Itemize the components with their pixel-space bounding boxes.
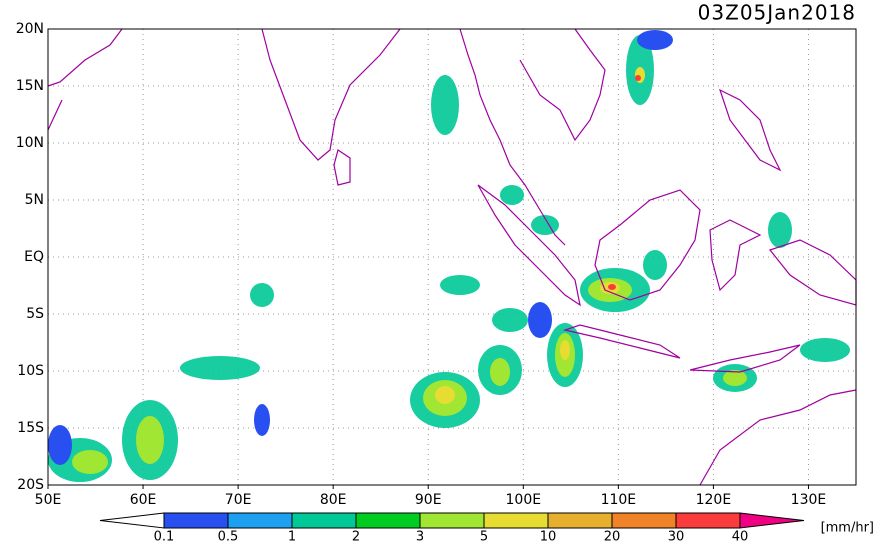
colorbar-swatch [483,512,549,529]
lon-label: 60E [130,492,157,508]
lon-label: 90E [415,492,442,508]
colorbar-unit: [mm/hr] [821,521,874,536]
lon-label: 100E [506,492,542,508]
lat-label: 5N [25,192,44,208]
colorbar-label: 40 [732,530,749,544]
colorbar-swatch [355,512,421,529]
colorbar-label: 30 [668,530,685,544]
lon-label: 80E [320,492,347,508]
colorbar-extend-low [99,512,165,529]
map-frame [47,28,857,486]
colorbar-label: 0.1 [154,530,175,544]
colorbar-swatch [419,512,485,529]
lat-label: 10S [17,363,44,379]
lat-label: 15S [17,420,44,436]
lat-label: 20S [17,477,44,493]
lon-label: 130E [791,492,827,508]
lon-label: 110E [601,492,637,508]
colorbar-label: 0.5 [218,530,239,544]
lon-label: 50E [35,492,62,508]
colorbar-swatch [291,512,357,529]
map-title: 03Z05Jan2018 [698,1,856,25]
colorbar-label: 2 [352,530,360,544]
colorbar-swatch [547,512,613,529]
colorbar-label: 5 [480,530,488,544]
lon-label: 120E [696,492,732,508]
colorbar-label: 1 [288,530,296,544]
lat-label: 20N [16,21,44,37]
colorbar-swatch [611,512,677,529]
colorbar-swatch [675,512,741,529]
lat-label: 10N [16,135,44,151]
precipitation [48,30,850,482]
colorbar-swatch [227,512,293,529]
colorbar: 0.1 0.5 1 2 3 5 10 20 30 40 [mm/hr] [99,512,874,544]
colorbar-swatch [163,512,229,529]
lat-label: 5S [26,306,44,322]
lat-label: EQ [24,249,44,265]
coastlines [47,28,857,486]
colorbar-label: 10 [540,530,557,544]
colorbar-label: 3 [416,530,424,544]
colorbar-label: 20 [604,530,621,544]
lat-label: 15N [16,78,44,94]
lon-label: 70E [225,492,252,508]
colorbar-extend-high [739,512,805,529]
